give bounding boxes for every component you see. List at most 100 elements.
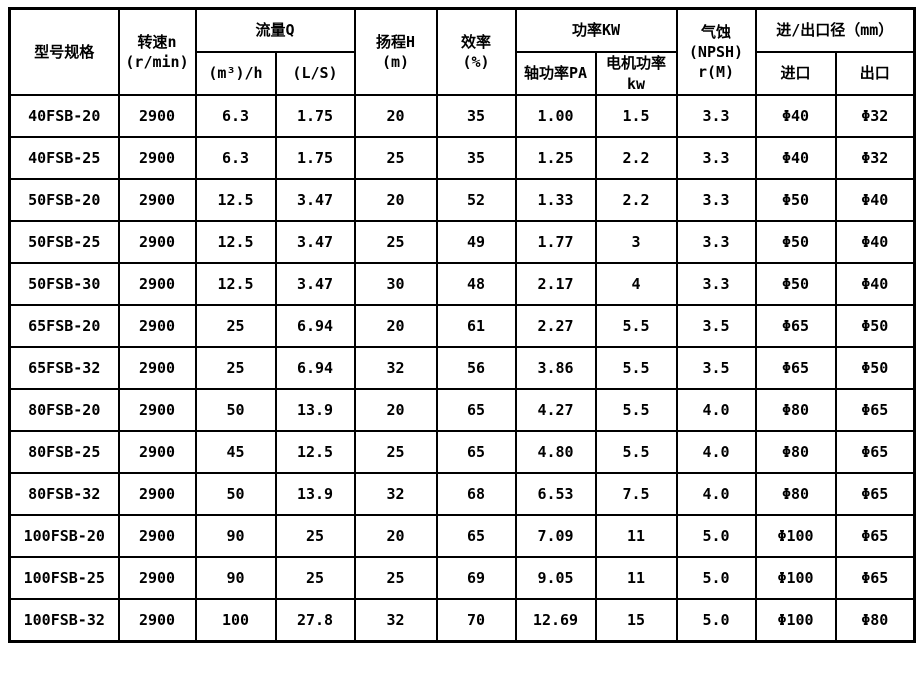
inlet-cell: Φ80 — [754, 472, 837, 516]
npsh-cell: 4.0 — [675, 388, 757, 432]
speed-cell: 2900 — [117, 178, 197, 222]
outlet-cell: Φ65 — [834, 472, 916, 516]
speed-cell: 2900 — [117, 388, 197, 432]
table-row: 100FSB-20 2900 90 25 20 65 7.09 11 5.0 Φ100 Φ65 — [8, 514, 916, 558]
header-head: 扬程H (m) — [353, 7, 438, 96]
motor-power-cell: 4 — [594, 262, 678, 306]
shaft-power-cell: 4.80 — [514, 430, 597, 474]
shaft-power-cell: 3.86 — [514, 346, 597, 390]
head-cell: 20 — [353, 388, 438, 432]
shaft-power-cell: 1.00 — [514, 94, 597, 138]
outlet-cell: Φ40 — [834, 262, 916, 306]
table-row: 80FSB-32 2900 50 13.9 32 68 6.53 7.5 4.0 Φ80 Φ65 — [8, 472, 916, 516]
table-row: 50FSB-25 2900 12.5 3.47 25 49 1.77 3 3.3 Φ50 Φ40 — [8, 220, 916, 264]
header-inlet: 进口 — [754, 51, 837, 96]
shaft-power-cell: 1.77 — [514, 220, 597, 264]
speed-cell: 2900 — [117, 472, 197, 516]
head-cell: 25 — [353, 136, 438, 180]
flow-m3h-cell: 90 — [194, 556, 277, 600]
outlet-cell: Φ32 — [834, 136, 916, 180]
flow-m3h-cell: 6.3 — [194, 94, 277, 138]
npsh-cell: 4.0 — [675, 472, 757, 516]
shaft-power-cell: 1.33 — [514, 178, 597, 222]
header-power: 功率KW — [514, 7, 678, 53]
motor-power-cell: 2.2 — [594, 136, 678, 180]
flow-ls-cell: 3.47 — [274, 178, 356, 222]
inlet-cell: Φ100 — [754, 514, 837, 558]
model-cell: 100FSB-20 — [8, 514, 120, 558]
table-row: 50FSB-30 2900 12.5 3.47 30 48 2.17 4 3.3 Φ50 Φ40 — [8, 262, 916, 306]
table-row: 80FSB-20 2900 50 13.9 20 65 4.27 5.5 4.0 Φ80 Φ65 — [8, 388, 916, 432]
outlet-cell: Φ65 — [834, 556, 916, 600]
flow-ls-cell: 13.9 — [274, 472, 356, 516]
motor-power-cell: 7.5 — [594, 472, 678, 516]
flow-ls-cell: 1.75 — [274, 136, 356, 180]
speed-cell: 2900 — [117, 346, 197, 390]
efficiency-cell: 56 — [435, 346, 517, 390]
npsh-cell: 3.3 — [675, 178, 757, 222]
model-cell: 100FSB-32 — [8, 598, 120, 643]
npsh-cell: 3.3 — [675, 262, 757, 306]
inlet-cell: Φ50 — [754, 220, 837, 264]
speed-cell: 2900 — [117, 220, 197, 264]
header-speed: 转速n (r/min) — [117, 7, 197, 96]
motor-power-cell: 15 — [594, 598, 678, 643]
header-flow: 流量Q — [194, 7, 356, 53]
speed-cell: 2900 — [117, 598, 197, 643]
model-cell: 50FSB-20 — [8, 178, 120, 222]
motor-power-cell: 5.5 — [594, 346, 678, 390]
npsh-cell: 3.3 — [675, 94, 757, 138]
header-efficiency: 效率 (%) — [435, 7, 517, 96]
flow-ls-cell: 25 — [274, 514, 356, 558]
efficiency-cell: 61 — [435, 304, 517, 348]
motor-power-cell: 5.5 — [594, 430, 678, 474]
shaft-power-cell: 2.17 — [514, 262, 597, 306]
outlet-cell: Φ80 — [834, 598, 916, 643]
pump-spec-table: 型号规格 转速n (r/min) 流量Q 扬程H (m) 效率 (%) 功率KW… — [8, 7, 916, 643]
efficiency-cell: 69 — [435, 556, 517, 600]
npsh-cell: 5.0 — [675, 598, 757, 643]
motor-power-cell: 11 — [594, 556, 678, 600]
header-flow-m3h: (m³)/h — [194, 51, 277, 96]
efficiency-cell: 35 — [435, 136, 517, 180]
table-row: 40FSB-20 2900 6.3 1.75 20 35 1.00 1.5 3.3 Φ40 Φ32 — [8, 94, 916, 138]
motor-power-cell: 11 — [594, 514, 678, 558]
inlet-cell: Φ100 — [754, 598, 837, 643]
model-cell: 80FSB-32 — [8, 472, 120, 516]
npsh-cell: 3.3 — [675, 136, 757, 180]
flow-ls-cell: 1.75 — [274, 94, 356, 138]
flow-ls-cell: 25 — [274, 556, 356, 600]
head-cell: 25 — [353, 430, 438, 474]
inlet-cell: Φ80 — [754, 430, 837, 474]
shaft-power-cell: 1.25 — [514, 136, 597, 180]
motor-power-cell: 5.5 — [594, 388, 678, 432]
shaft-power-cell: 9.05 — [514, 556, 597, 600]
header-npsh: 气蚀 (NPSH) r(M) — [675, 7, 757, 96]
efficiency-cell: 35 — [435, 94, 517, 138]
npsh-cell: 5.0 — [675, 514, 757, 558]
inlet-cell: Φ40 — [754, 136, 837, 180]
header-row-sub: (m³)/h (L/S) 轴功率PA 电机功率 kw 进口 出口 — [10, 51, 916, 96]
shaft-power-cell: 4.27 — [514, 388, 597, 432]
model-cell: 50FSB-30 — [8, 262, 120, 306]
efficiency-cell: 68 — [435, 472, 517, 516]
head-cell: 25 — [353, 556, 438, 600]
flow-m3h-cell: 12.5 — [194, 220, 277, 264]
head-cell: 20 — [353, 514, 438, 558]
npsh-cell: 5.0 — [675, 556, 757, 600]
table-row: 50FSB-20 2900 12.5 3.47 20 52 1.33 2.2 3.3 Φ50 Φ40 — [8, 178, 916, 222]
header-inlet-outlet: 进/出口径（mm） — [754, 7, 916, 53]
efficiency-cell: 70 — [435, 598, 517, 643]
shaft-power-cell: 6.53 — [514, 472, 597, 516]
inlet-cell: Φ80 — [754, 388, 837, 432]
model-cell: 40FSB-20 — [8, 94, 120, 138]
npsh-cell: 3.5 — [675, 346, 757, 390]
model-cell: 80FSB-25 — [8, 430, 120, 474]
head-cell: 20 — [353, 304, 438, 348]
outlet-cell: Φ32 — [834, 94, 916, 138]
table-row: 80FSB-25 2900 45 12.5 25 65 4.80 5.5 4.0 Φ80 Φ65 — [8, 430, 916, 474]
inlet-cell: Φ65 — [754, 346, 837, 390]
flow-m3h-cell: 12.5 — [194, 262, 277, 306]
motor-power-cell: 3 — [594, 220, 678, 264]
